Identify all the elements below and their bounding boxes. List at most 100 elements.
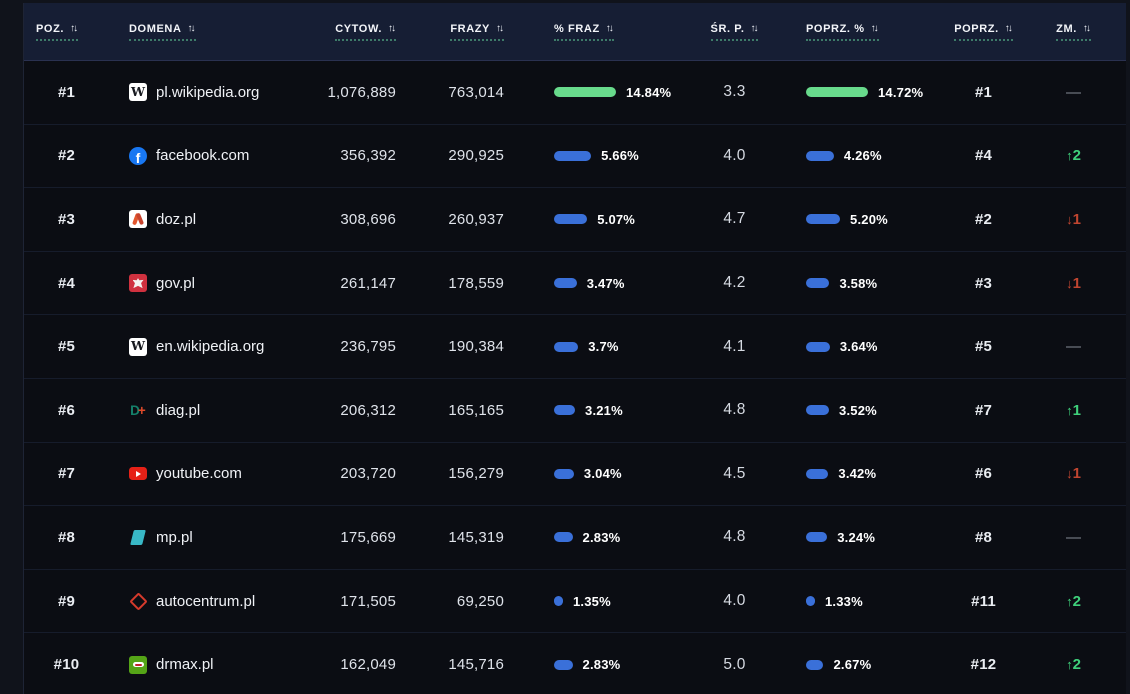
header-cell-zm: ZM. ↑↓ — [1021, 3, 1126, 60]
prev-share-bar — [806, 659, 824, 670]
prev-position-value: #3 — [974, 274, 993, 292]
domain-cell: drmax.pl — [109, 633, 309, 694]
sort-icon: ↑↓ — [605, 22, 614, 34]
phrase-share-cell: 5.07% — [512, 188, 697, 251]
prev-share-cell: 5.20% — [772, 188, 946, 251]
prev-share-bar — [806, 532, 828, 543]
change-value: 1 — [1072, 465, 1081, 483]
header-label: % FRAZ — [554, 22, 600, 35]
sort-icon: ↑↓ — [750, 22, 758, 34]
prev-position-cell: #3 — [946, 252, 1021, 315]
sort-header-frazy[interactable]: FRAZY ↑↓ — [450, 23, 504, 41]
domain-link[interactable]: diag.pl — [156, 401, 201, 419]
sort-icon: ↑↓ — [388, 22, 396, 34]
phrase-share-cell: 1.35% — [512, 570, 697, 633]
domain-link[interactable]: en.wikipedia.org — [156, 338, 265, 356]
prev-share-value: 14.72% — [878, 84, 924, 100]
phrase-share-bar — [554, 214, 588, 225]
phrases-value: 260,937 — [448, 210, 504, 228]
prev-position-cell: #7 — [946, 379, 1021, 442]
sort-header-zm[interactable]: ZM. ↑↓ — [1056, 23, 1091, 41]
domain-link[interactable]: pl.wikipedia.org — [156, 83, 260, 101]
phrases-value: 178,559 — [448, 274, 504, 292]
domain-link[interactable]: youtube.com — [156, 465, 242, 483]
sort-header-pos[interactable]: POZ. ↑↓ — [36, 23, 79, 41]
position-cell: #8 — [24, 506, 109, 569]
avg-position-cell: 4.0 — [697, 570, 772, 633]
sort-header-poprz_pct[interactable]: POPRZ. % ↑↓ — [806, 23, 879, 41]
header-label: ZM. — [1056, 22, 1077, 35]
table-row: #3 doz.pl 308,696 260,937 5.07% 4.7 5.20% #2 ↓ 1 — [24, 187, 1126, 251]
arrow-up-icon: ↑ — [1066, 657, 1073, 673]
position-value: #7 — [57, 465, 76, 483]
domain-link[interactable]: gov.pl — [156, 274, 195, 292]
position-value: #10 — [53, 656, 80, 674]
change-value: 1 — [1072, 210, 1081, 228]
phrases-cell: 145,319 — [404, 506, 512, 569]
position-value: #4 — [57, 274, 76, 292]
sort-icon: ↑↓ — [496, 22, 504, 34]
change-cell: ↓ 1 — [1021, 443, 1126, 506]
avg-position-cell: 4.7 — [697, 188, 772, 251]
position-cell: #7 — [24, 443, 109, 506]
prev-share-value: 3.42% — [838, 466, 877, 482]
citations-value: 203,720 — [340, 465, 396, 483]
phrases-cell: 165,165 — [404, 379, 512, 442]
table-row: #9 autocentrum.pl 171,505 69,250 1.35% 4.0 1.3… — [24, 568, 1126, 633]
avg-position-value: 4.5 — [723, 464, 746, 482]
sort-header-poprz[interactable]: POPRZ. ↑↓ — [954, 23, 1013, 41]
arrow-down-icon: ↓ — [1066, 275, 1073, 291]
prev-share-cell: 3.58% — [772, 252, 946, 315]
phrase-share-bar — [554, 468, 574, 479]
header-cell-frazy: FRAZY ↑↓ — [404, 3, 512, 60]
sort-header-domain[interactable]: DOMENA ↑↓ — [129, 23, 196, 41]
sort-header-cytow[interactable]: CYTOW. ↑↓ — [335, 23, 396, 41]
position-cell: #9 — [24, 570, 109, 633]
prev-position-value: #4 — [974, 147, 993, 165]
prev-share-cell: 1.33% — [772, 570, 946, 633]
table-row: #2 f facebook.com 356,392 290,925 5.66% 4.0 4.2… — [24, 123, 1126, 188]
change-cell: — — [1021, 315, 1126, 378]
citations-cell: 1,076,889 — [309, 61, 404, 124]
position-cell: #6 — [24, 379, 109, 442]
arrow-down-icon: ↓ — [1066, 211, 1073, 227]
gov-icon — [129, 274, 147, 293]
phrase-share-bar — [554, 405, 576, 416]
avg-position-value: 4.0 — [723, 146, 746, 164]
phrase-share-cell: 3.47% — [512, 252, 697, 315]
avg-position-value: 4.2 — [723, 274, 746, 292]
phrase-share-value: 5.07% — [597, 211, 636, 227]
domain-link[interactable]: drmax.pl — [156, 656, 214, 674]
domain-link[interactable]: doz.pl — [156, 210, 197, 228]
table-row: #8 mp.pl 175,669 145,319 2.83% 4.8 3.24% #8 — — [24, 505, 1126, 569]
phrase-share-bar — [554, 341, 579, 352]
phrase-share-bar — [554, 659, 573, 670]
change-indicator: ↑ 1 — [1066, 402, 1081, 419]
phrase-share-value: 5.66% — [601, 148, 639, 164]
sort-header-fraz_pct[interactable]: % FRAZ ↑↓ — [554, 23, 614, 41]
sort-header-sr_p[interactable]: ŚR. P. ↑↓ — [710, 22, 759, 41]
position-cell: #5 — [24, 315, 109, 378]
change-value: 2 — [1072, 147, 1081, 165]
phrase-share-value: 2.83% — [582, 529, 621, 545]
prev-share-value: 5.20% — [850, 211, 888, 227]
mp-icon — [130, 529, 146, 545]
prev-share-bar — [806, 405, 830, 416]
avg-position-value: 3.3 — [723, 83, 746, 101]
prev-share-bar — [806, 468, 829, 479]
doz-icon — [129, 210, 147, 229]
avg-position-value: 4.8 — [723, 528, 746, 546]
change-indicator: — — [1066, 528, 1081, 546]
phrases-value: 145,319 — [448, 528, 504, 546]
avg-position-cell: 4.0 — [697, 125, 772, 188]
domain-link[interactable]: mp.pl — [156, 528, 193, 546]
change-cell: ↑ 2 — [1021, 570, 1126, 633]
change-indicator: ↑ 2 — [1066, 593, 1081, 610]
domain-link[interactable]: facebook.com — [156, 147, 250, 165]
prev-share-value: 3.24% — [837, 529, 876, 545]
domain-link[interactable]: autocentrum.pl — [156, 592, 256, 610]
change-value: 1 — [1072, 401, 1081, 419]
